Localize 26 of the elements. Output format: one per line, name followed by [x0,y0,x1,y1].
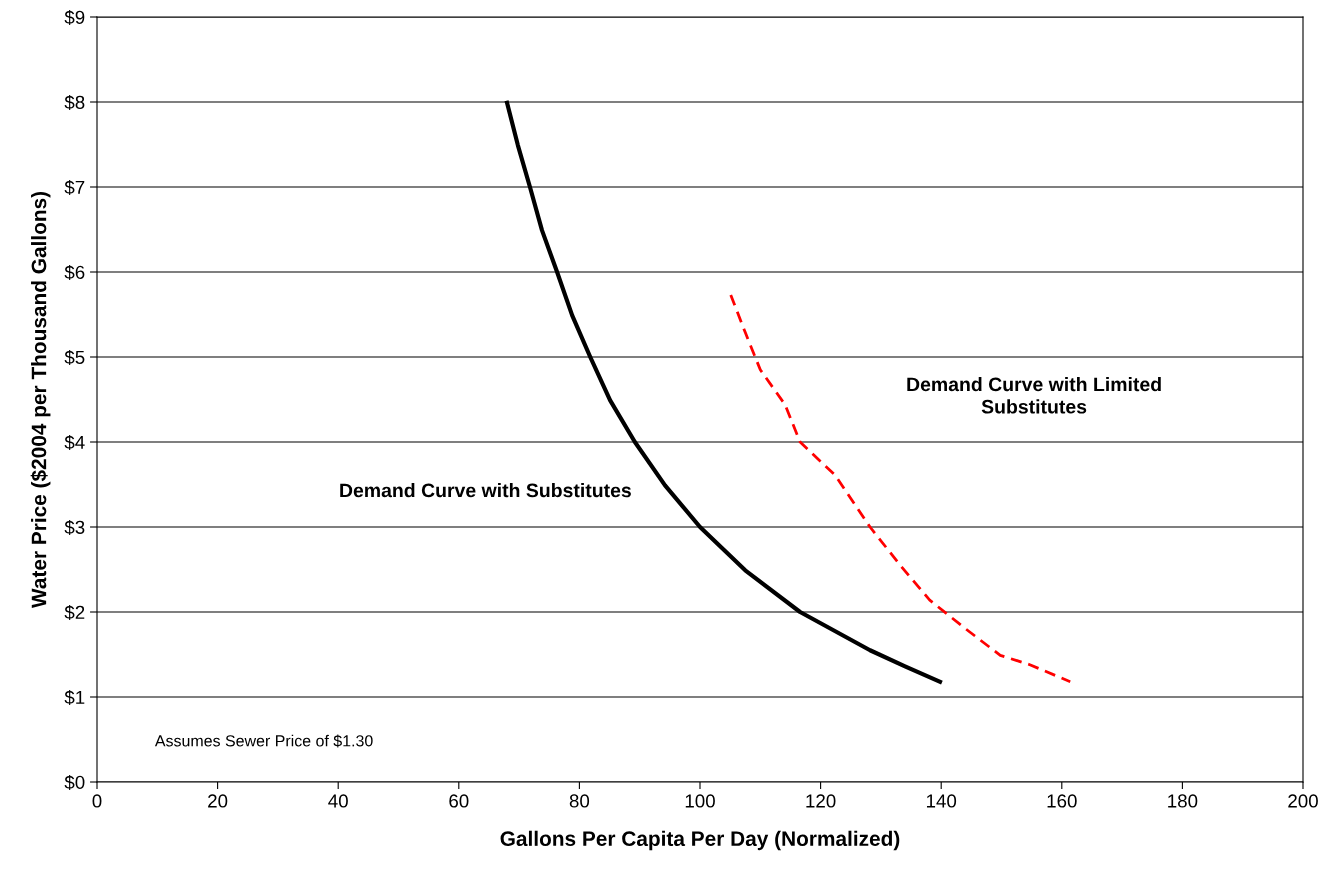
y-tick-label: $1 [64,689,85,706]
y-tick-label: $7 [64,179,85,196]
x-tick-label: 40 [328,794,348,808]
x-tick-label: 100 [685,794,715,808]
x-tick-label: 80 [569,794,590,808]
x-tick-label: 140 [926,794,957,808]
annotation: Assumes Sewer Price of $1.30 [154,734,373,748]
y-tick-label: $3 [64,519,85,536]
y-tick-label: $8 [64,94,85,111]
x-tick-label: 200 [1288,794,1318,808]
y-tick-label: $4 [64,434,85,451]
x-tick-label: 60 [449,794,469,808]
y-axis-title: Water Price ($2004 per Thousand Gallons) [30,191,51,609]
x-axis-title: Gallons Per Capita Per Day (Normalized) [500,830,900,851]
y-tick-label: $5 [64,349,85,366]
annotation: Demand Curve with Limited Substitutes [907,376,1161,414]
x-tick-label: 160 [1047,794,1077,808]
x-tick-label: 180 [1168,794,1198,808]
x-tick-label: 120 [806,794,836,808]
y-tick-label: $9 [64,9,85,26]
x-tick-label: 20 [208,794,228,808]
x-tick-label: 0 [92,794,102,808]
y-tick-label: $2 [64,604,85,621]
annotation: Demand Curve with Substitutes [340,483,631,498]
y-tick-label: $0 [64,774,85,791]
y-tick-label: $6 [64,264,85,281]
